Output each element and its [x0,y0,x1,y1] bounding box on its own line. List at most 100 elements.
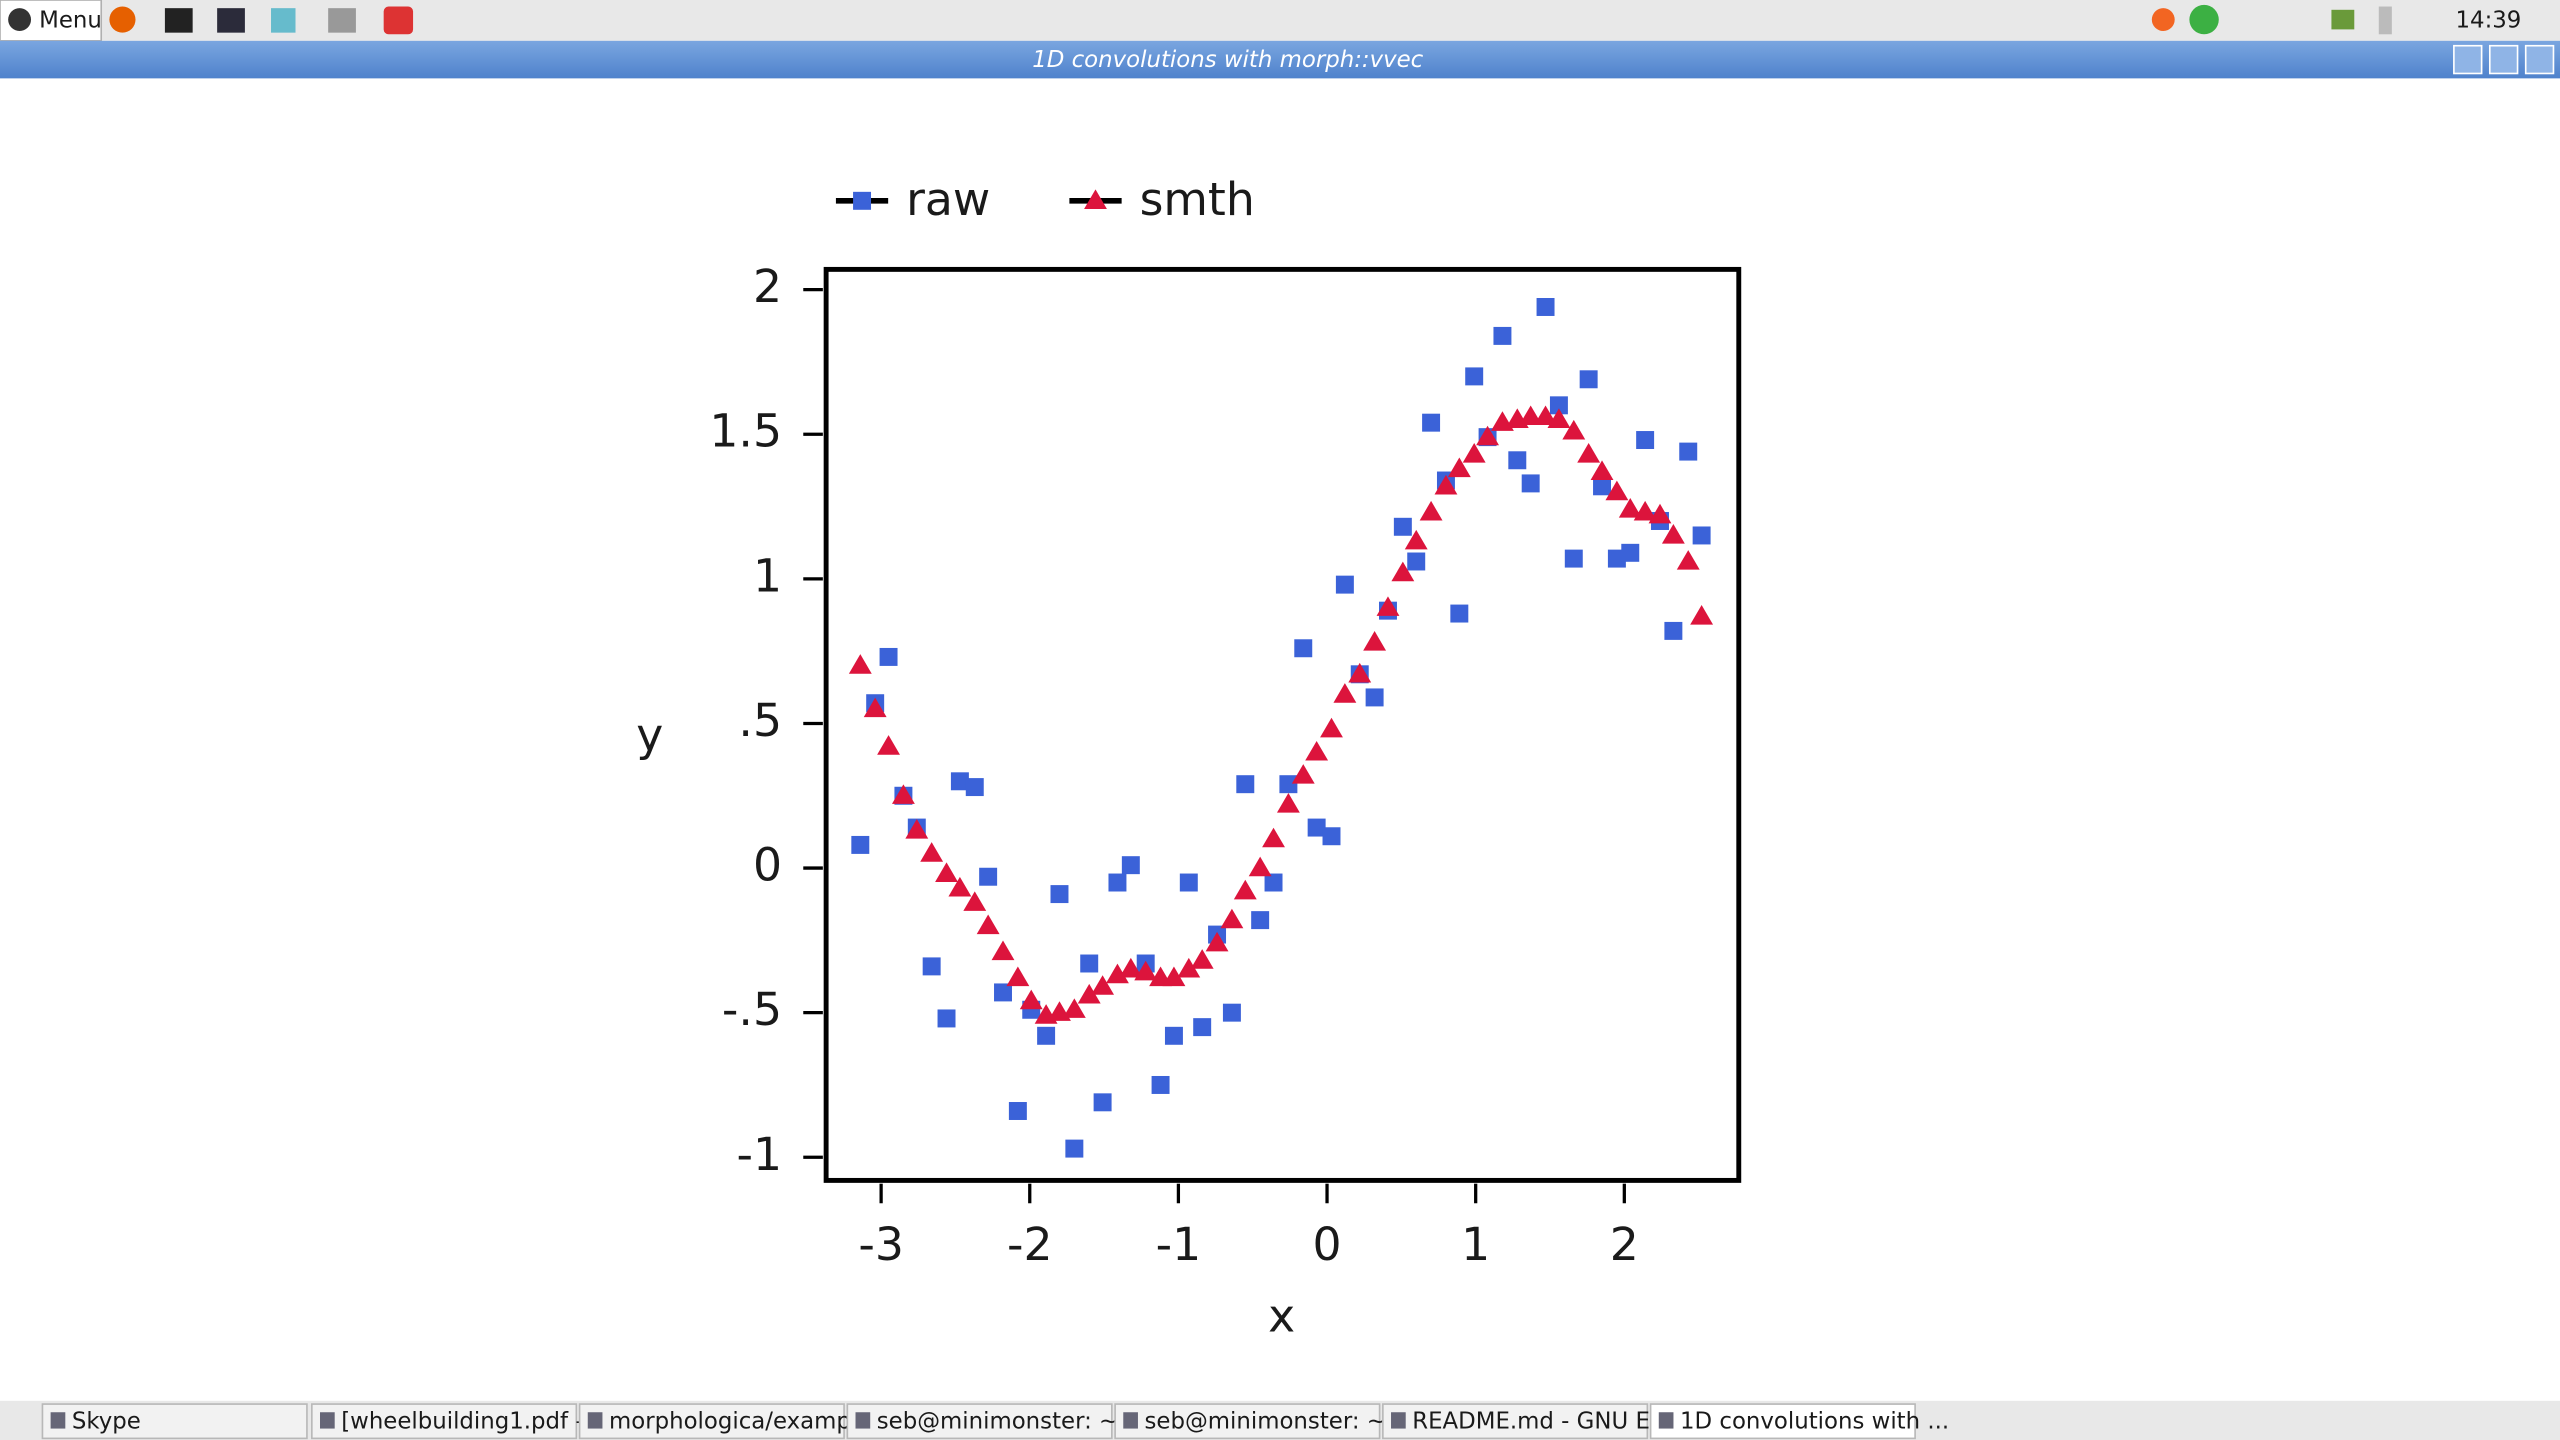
data-point [1264,873,1283,892]
x-tick-label: 1 [1461,1218,1490,1271]
monitor-icon[interactable] [217,8,245,33]
task-button[interactable] [311,1403,578,1440]
data-point [1692,526,1711,545]
task-button[interactable] [1649,1403,1916,1440]
window-title: 1D convolutions with morph::vvec [1032,47,1423,73]
data-point [1462,443,1486,463]
task-button[interactable] [1382,1403,1649,1440]
task-icon [1658,1412,1674,1429]
data-point [1320,717,1343,738]
data-point [1534,405,1557,426]
task-label: seb@minimonster: ~ [1144,1409,1385,1435]
data-point [1222,1003,1241,1022]
slack-icon[interactable] [271,8,296,33]
data-point [1549,396,1568,415]
data-point [1093,1093,1112,1112]
data-point [1322,827,1341,846]
firefox-icon[interactable] [109,6,136,33]
data-point [979,867,998,886]
data-point [877,735,900,755]
data-point [1037,1026,1056,1045]
data-point [965,778,984,797]
data-point [1121,856,1140,875]
task-label: README.md - GNU E... [1412,1409,1671,1435]
data-point [1019,989,1043,1010]
x-tick-label: 2 [1610,1218,1639,1271]
data-point [1236,775,1255,794]
data-point [1291,764,1315,784]
data-point [1579,370,1598,389]
task-label: seb@minimonster: ~/... [877,1409,1148,1435]
legend-label: raw [906,173,990,226]
data-point [1476,425,1500,446]
data-point [1164,1026,1183,1045]
data-point [1676,550,1700,570]
data-point [1521,474,1540,493]
task-icon [1123,1412,1138,1429]
legend-marker [853,191,872,210]
y-tick-label: 1 [753,549,782,602]
data-point [1151,1075,1170,1094]
data-point [1008,1102,1027,1120]
terminal-icon[interactable] [164,8,193,33]
data-point [1119,957,1143,978]
data-point [1536,298,1555,316]
data-point [1279,775,1298,794]
data-point [1393,517,1412,536]
zotero-icon[interactable] [383,6,414,35]
tray-icon[interactable] [2331,9,2355,30]
task-icon [1391,1412,1406,1429]
data-point [1108,873,1127,892]
x-axis-label: x [1268,1290,1295,1343]
data-point [863,697,887,718]
data-point [879,647,898,666]
data-point [1179,873,1198,892]
task-button[interactable] [1114,1403,1381,1440]
minimize-button[interactable] [2453,44,2483,75]
data-point [1590,460,1614,480]
data-point [1251,911,1270,930]
data-point [922,957,941,976]
data-point [1077,983,1101,1004]
data-point [848,654,872,674]
x-tick-label: 0 [1313,1218,1342,1271]
x-tick-label: -3 [858,1218,904,1271]
task-button[interactable] [578,1403,845,1440]
data-point [1050,885,1069,904]
data-point [963,891,987,911]
menu-label: Menu [39,8,102,34]
data-point [1134,960,1158,981]
task-button[interactable] [41,1403,308,1440]
data-point [1177,957,1201,978]
data-point [920,842,944,862]
data-point [1419,500,1443,521]
data-point [1422,413,1441,432]
data-point [1193,1018,1212,1037]
data-point [1262,827,1285,848]
task-button[interactable] [846,1403,1113,1440]
data-point [1648,503,1672,524]
data-point [905,819,929,839]
data-point [1618,498,1642,518]
data-point [994,983,1012,1002]
data-point [1333,683,1357,703]
y-axis-label: y [636,708,663,761]
data-point [1062,998,1086,1018]
legend-label: smth [1140,173,1255,226]
maximize-button[interactable] [2488,44,2519,75]
data-point [1434,474,1458,495]
close-button[interactable] [2524,44,2555,75]
data-point [1633,500,1657,521]
task-label: morphologica/exampl... [609,1409,879,1435]
tray-icon[interactable] [2151,8,2175,32]
task-label: [wheelbuilding1.pdf —... [341,1409,620,1435]
x-tick-label: -2 [1007,1218,1053,1271]
files-icon[interactable] [328,8,356,33]
data-point [1106,963,1129,984]
data-point [1493,326,1512,345]
tray-icon[interactable] [2189,4,2219,35]
y-tick-label: 2 [753,260,782,313]
top-panel [0,0,2560,41]
